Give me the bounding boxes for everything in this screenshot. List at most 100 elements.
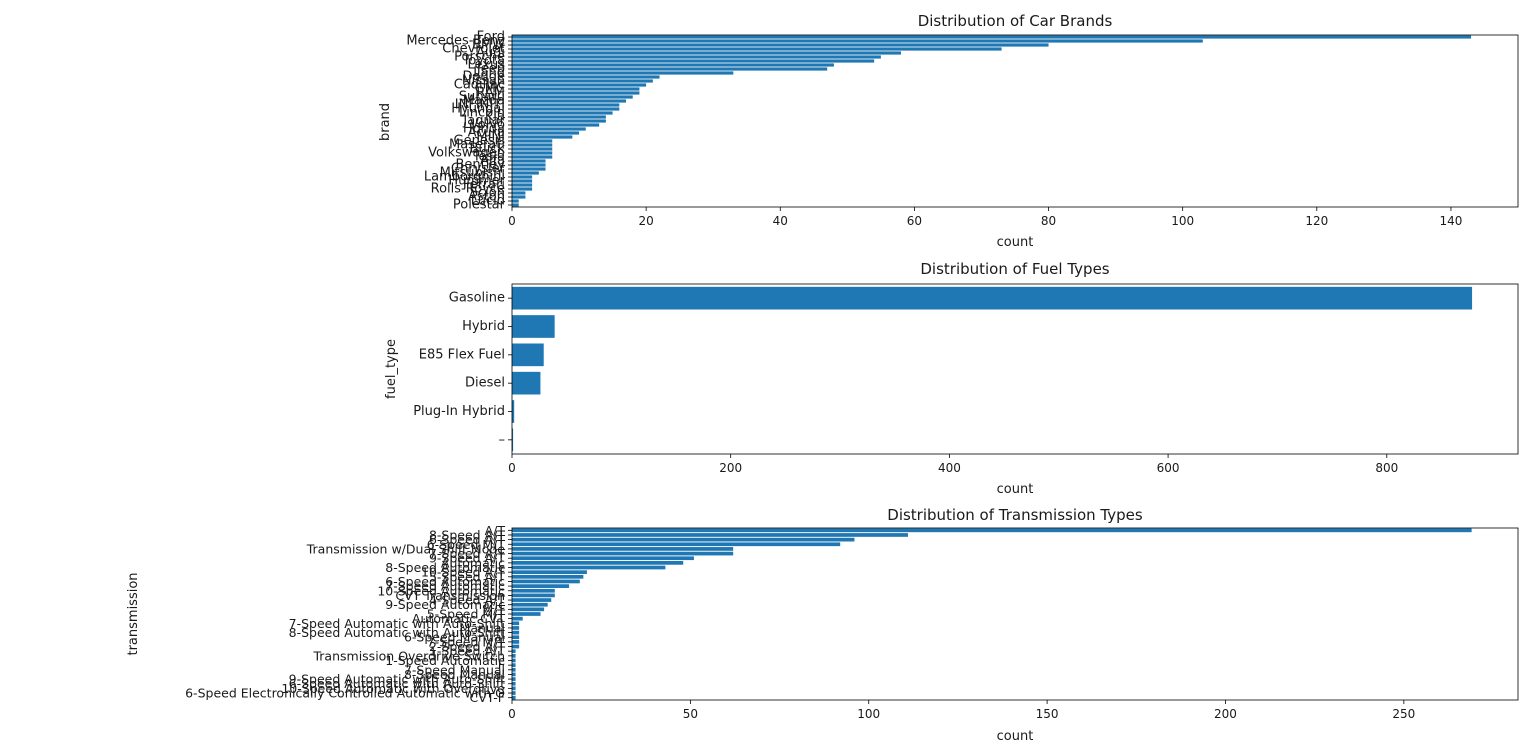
y-tick-label: Nissan [462,74,505,89]
y-tick-label: Lexus [468,58,506,73]
bar-0-18 [512,107,620,111]
y-tick-label: 7-Speed Automatic [385,579,505,594]
bar-0-6 [512,59,875,63]
y-tick-label: 1-Speed Automatic [385,653,505,668]
y-tick-label: 9-Speed Automatic [385,597,505,612]
y-tick-label: 7-Speed A/T [429,546,505,561]
x-tick-label: 150 [1036,707,1059,721]
y-tick-label: Hybrid [462,319,505,334]
y-tick-label: Ferrari [463,178,505,193]
bar-0-7 [512,63,834,67]
y-tick-label: Audi [476,46,505,61]
chart-title-brands: Distribution of Car Brands [918,12,1113,30]
y-tick-label: MINI [476,130,505,145]
bar-2-12 [512,584,570,588]
x-tick-label: 50 [683,707,698,721]
bar-0-0 [512,35,1472,39]
bar-0-19 [512,111,613,115]
axes-frame [511,527,1519,701]
bar-2-9 [512,570,587,575]
y-tick-label: Automatic CVT [412,611,505,626]
x-tick-label: 0 [508,707,516,721]
bar-0-27 [512,143,553,147]
bar-0-4 [512,51,901,55]
y-tick-label: 8-Speed Automatic with Auto-Shift [289,625,505,640]
y-tick-label: 6-Speed Automatic with Auto-Shift [289,676,505,691]
y-tick-label: Plug-In Hybrid [413,404,505,419]
y-tick-label: Aston [468,190,505,205]
bar-2-22 [512,630,520,635]
chart-fuel-types: Distribution of Fuel Types fuel_type cou… [384,260,1519,497]
y-tick-label: Transmission Overdrive Switch [312,648,505,663]
bar-1-1 [512,315,555,338]
bar-1-0 [512,286,1473,310]
bar-0-12 [512,83,647,87]
bar-0-5 [512,55,881,59]
y-tick-label: 2-Speed A/T [429,639,505,654]
bar-0-22 [512,123,600,127]
y-tick-label: 6-Speed Automatic [385,574,505,589]
y-tick-label: 10-Speed Automatic [377,583,505,598]
y-axis-label-brands: brand [378,103,393,141]
y-tick-label: Mercedes-Benz [406,34,505,49]
bar-2-13 [512,588,555,593]
bar-2-32 [512,677,516,681]
y-tick-label: Lincoln [459,106,505,121]
bar-2-3 [512,542,841,547]
y-tick-label: Buick [470,142,506,157]
bar-2-11 [512,579,580,584]
y-tick-label: Hyundai [451,102,505,117]
bar-0-40 [512,195,526,199]
y-tick-label: Land [473,66,505,81]
y-tick-label: 6-Speed A/T [429,532,505,547]
bar-0-13 [512,87,640,91]
y-tick-label: Porsche [454,50,505,65]
x-tick-label: 80 [1041,214,1056,228]
y-tick-label: Kia [485,110,505,125]
y-tick-label: Gasoline [449,291,505,306]
y-tick-label: Rolls-Royce [431,182,505,197]
bar-2-34 [512,686,516,691]
bar-2-23 [512,635,520,640]
y-tick-label: 10-Speed Automatic with Overdrive [281,681,505,696]
y-tick-label: Manual [460,620,505,635]
bar-2-7 [512,561,684,565]
y-tick-label: Jeep [476,62,505,77]
bar-0-21 [512,119,606,123]
x-tick-label: 140 [1439,214,1462,228]
bar-0-9 [512,71,734,75]
bar-0-25 [512,135,573,139]
bar-0-30 [512,155,553,159]
x-tick-label: 200 [719,461,742,475]
chart-car-brands: Distribution of Car Brands brand count F… [378,12,1519,250]
y-tick-label: Chrysler [451,162,506,177]
bar-2-1 [512,533,908,537]
bar-2-2 [512,537,855,542]
bar-0-28 [512,147,553,151]
bar-1-2 [512,343,544,367]
axes-frame [511,283,1519,455]
bar-0-24 [512,131,580,135]
y-tick-label: Honda [463,122,505,137]
bar-0-29 [512,151,553,155]
y-tick-label: Diesel [465,376,505,391]
bar-0-14 [512,91,640,95]
y-tick-label: Transmission w/Dual Shift Mode [306,541,506,556]
y-tick-label: Volvo [470,118,505,133]
bar-0-23 [512,127,586,131]
x-tick-label: 20 [638,214,653,228]
bar-0-42 [512,203,519,207]
x-tick-label: 0 [508,461,516,475]
y-tick-label: 6-Speed M/T [427,537,506,552]
bar-0-32 [512,163,546,167]
bar-0-2 [512,43,1049,47]
bar-2-25 [512,644,520,649]
bar-0-11 [512,79,653,83]
y-tick-label: CVT Transmission [395,588,505,603]
y-tick-label: M/T [482,602,505,617]
bar-2-31 [512,672,516,677]
y-tick-label: 10-Speed A/T [421,565,505,580]
plot-area-brands: FordMercedes-BenzBMWChevroletAudiPorsche… [406,30,1519,228]
plot-area-transmission: A/T8-Speed A/T6-Speed A/T6-Speed M/TTran… [185,523,1519,721]
y-tick-label: 8-Speed A/T [429,527,505,542]
